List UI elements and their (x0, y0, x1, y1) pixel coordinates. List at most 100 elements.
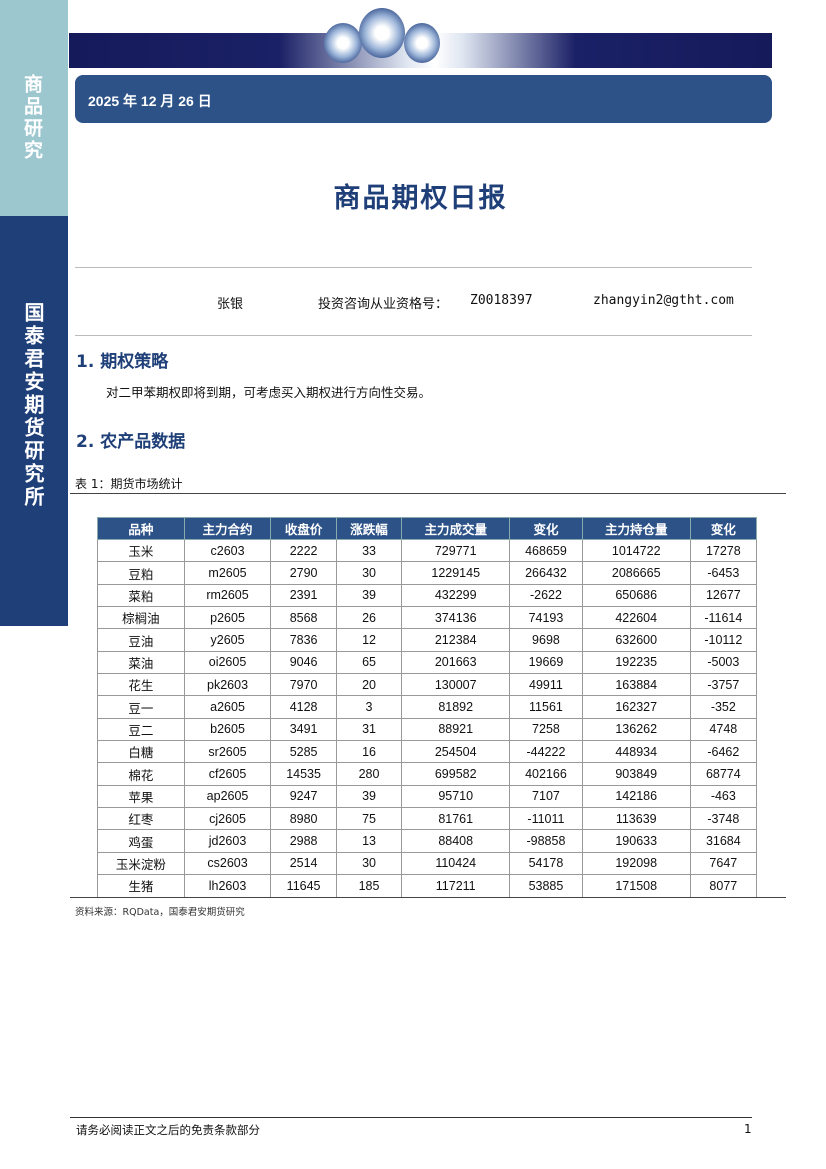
table-cell: 49911 (509, 673, 583, 697)
table-cell: 212384 (401, 628, 511, 652)
table-cell: 2988 (270, 829, 337, 853)
table-row: 菜粕 rm2605 2391 39 432299 -2622 650686 12677 (97, 583, 758, 608)
divider (75, 335, 752, 336)
section-heading: 1. 期权策略 (76, 352, 169, 372)
table-cell: 菜粕 (97, 583, 185, 608)
table-cell: -2622 (509, 583, 583, 608)
table-cell: p2605 (183, 606, 272, 630)
column-header: 变化 (689, 517, 758, 540)
column-header: 品种 (97, 517, 185, 540)
table-cell: 30 (335, 561, 403, 585)
table-cell: pk2603 (183, 673, 272, 697)
table-cell: -11614 (689, 606, 758, 630)
table-cell: 苹果 (97, 784, 185, 809)
table-row: 豆油 y2605 7836 12 212384 9698 632600 -10112 (97, 628, 758, 652)
table-cell: 2086665 (581, 561, 691, 585)
table-cell: 190633 (581, 829, 691, 853)
column-header: 收盘价 (270, 517, 337, 540)
table-cell: 4128 (270, 695, 337, 719)
table-cell: 玉米淀粉 (97, 851, 185, 876)
report-date: 2025 年 12 月 26 日 (88, 93, 212, 109)
table-row: 花生 pk2603 7970 20 130007 49911 163884 -3757 (97, 673, 758, 697)
cert-label: 投资咨询从业资格号： (318, 297, 449, 312)
table-cell: 130007 (401, 673, 511, 697)
table-cell: 7258 (509, 717, 583, 742)
table-cell: 1014722 (581, 538, 691, 563)
table-cell: 菜油 (97, 650, 185, 675)
table-cell: 棕榈油 (97, 606, 185, 630)
table-cell: 254504 (401, 740, 511, 764)
table-cell: 192098 (581, 851, 691, 876)
table-cell: 9046 (270, 650, 337, 675)
table-cell: 7107 (509, 784, 583, 809)
table-cell: jd2603 (183, 829, 272, 853)
table-cell: 402166 (509, 762, 583, 786)
table-cell: 903849 (581, 762, 691, 786)
table-cell: 豆一 (97, 695, 185, 719)
author-email[interactable]: zhangyin2@gtht.com (593, 293, 734, 308)
table-cell: 374136 (401, 606, 511, 630)
table-cell: cs2603 (183, 851, 272, 876)
table-cell: 729771 (401, 538, 511, 563)
table-cell: 117211 (401, 874, 511, 898)
table-cell: 4748 (689, 717, 758, 742)
column-header: 主力成交量 (401, 517, 511, 540)
table-cell: 81761 (401, 807, 511, 831)
table-row: 豆二 b2605 3491 31 88921 7258 136262 4748 (97, 717, 758, 742)
table-cell: 30 (335, 851, 403, 876)
table-cell: -98858 (509, 829, 583, 853)
disclaimer-note: 请务必阅读正文之后的免责条款部分 (76, 1123, 260, 1137)
table-cell: 280 (335, 762, 403, 786)
diamond-icon (404, 23, 440, 63)
table-cell: 鸡蛋 (97, 829, 185, 853)
table-cell: 1229145 (401, 561, 511, 585)
sidebar-category: 商品研究 (21, 74, 43, 162)
table-cell: -44222 (509, 740, 583, 764)
table-cell: 2790 (270, 561, 337, 585)
table-cell: 39 (335, 583, 403, 608)
table-cell: 11561 (509, 695, 583, 719)
table-cell: 432299 (401, 583, 511, 608)
futures-stats-table: 品种 主力合约 收盘价 涨跌幅 主力成交量 变化 主力持仓量 变化 玉米 c2603 2222 33… (97, 517, 758, 898)
column-header: 主力合约 (183, 517, 272, 540)
table-cell: 68774 (689, 762, 758, 786)
table-cell: 3 (335, 695, 403, 719)
table-cell: 88921 (401, 717, 511, 742)
table-cell: cf2605 (183, 762, 272, 786)
table-cell: 201663 (401, 650, 511, 675)
table-cell: 17278 (689, 538, 758, 563)
table-cell: 7836 (270, 628, 337, 652)
banner (69, 8, 772, 68)
table-cell: b2605 (183, 717, 272, 742)
section-heading: 2. 农产品数据 (76, 432, 186, 452)
table-row: 菜油 oi2605 9046 65 201663 19669 192235 -5003 (97, 650, 758, 675)
table-row: 红枣 cj2605 8980 75 81761 -11011 113639 -3748 (97, 807, 758, 831)
table-caption: 表 1：期货市场统计 (75, 477, 183, 491)
table-cell: 5285 (270, 740, 337, 764)
column-header: 变化 (509, 517, 583, 540)
diamond-icon (324, 23, 362, 63)
divider (70, 1117, 752, 1118)
cert-number: Z0018397 (470, 293, 533, 308)
table-cell: 136262 (581, 717, 691, 742)
table-cell: 113639 (581, 807, 691, 831)
table-cell: 142186 (581, 784, 691, 809)
table-cell: -6462 (689, 740, 758, 764)
data-source: 资料来源：RQData，国泰君安期货研究 (75, 907, 245, 918)
column-header: 主力持仓量 (581, 517, 691, 540)
table-cell: 33 (335, 538, 403, 563)
table-cell: 14535 (270, 762, 337, 786)
table-row: 豆一 a2605 4128 3 81892 11561 162327 -352 (97, 695, 758, 719)
table-cell: 74193 (509, 606, 583, 630)
table-row: 棉花 cf2605 14535 280 699582 402166 903849 68774 (97, 762, 758, 786)
table-cell: 9698 (509, 628, 583, 652)
table-cell: 2514 (270, 851, 337, 876)
table-cell: 玉米 (97, 538, 185, 563)
table-cell: 650686 (581, 583, 691, 608)
table-cell: y2605 (183, 628, 272, 652)
table-cell: -11011 (509, 807, 583, 831)
table-cell: -10112 (689, 628, 758, 652)
table-row: 白糖 sr2605 5285 16 254504 -44222 448934 -6462 (97, 740, 758, 764)
table-cell: 3491 (270, 717, 337, 742)
table-cell: 65 (335, 650, 403, 675)
